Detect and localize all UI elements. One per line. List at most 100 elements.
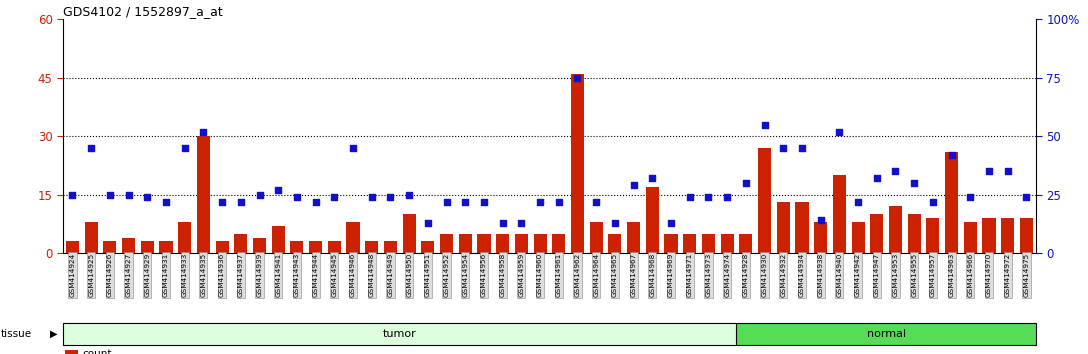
Bar [459, 234, 472, 253]
Bar [327, 241, 341, 253]
Bar [964, 222, 977, 253]
Point [64, 192, 82, 198]
Text: GSM414934: GSM414934 [799, 253, 805, 297]
Point [868, 176, 886, 181]
Point [625, 183, 642, 188]
Bar [178, 222, 191, 253]
Text: GSM414944: GSM414944 [312, 253, 319, 297]
Text: GSM414970: GSM414970 [986, 253, 992, 297]
Point [924, 199, 941, 205]
Bar [683, 234, 696, 253]
Bar [814, 222, 827, 253]
Point [419, 220, 436, 225]
Text: GSM414947: GSM414947 [874, 253, 880, 297]
Text: GSM414930: GSM414930 [762, 253, 767, 297]
Text: GSM414948: GSM414948 [369, 253, 374, 297]
Bar [290, 241, 304, 253]
Text: GSM414928: GSM414928 [743, 253, 749, 297]
Point [344, 145, 361, 151]
Text: GSM414969: GSM414969 [668, 253, 675, 297]
Text: normal: normal [866, 329, 905, 339]
Text: GSM414967: GSM414967 [631, 253, 636, 297]
Point [232, 199, 249, 205]
Text: GSM414965: GSM414965 [611, 253, 618, 297]
Bar [140, 241, 153, 253]
Bar [777, 202, 790, 253]
Text: GSM414933: GSM414933 [182, 253, 188, 297]
Bar [63, 323, 737, 345]
Point [1017, 194, 1035, 200]
Point [363, 194, 381, 200]
Text: GSM414975: GSM414975 [1024, 253, 1029, 297]
Text: GSM414946: GSM414946 [350, 253, 356, 297]
Text: GSM414966: GSM414966 [967, 253, 974, 297]
Bar [1019, 218, 1033, 253]
Point [830, 129, 848, 135]
Point [475, 199, 493, 205]
Bar [515, 234, 528, 253]
Bar [254, 238, 267, 253]
Point [588, 199, 605, 205]
Text: GSM414940: GSM414940 [837, 253, 842, 297]
Text: GSM414960: GSM414960 [537, 253, 543, 297]
Bar [346, 222, 359, 253]
Text: GSM414951: GSM414951 [424, 253, 431, 297]
Text: GSM414950: GSM414950 [406, 253, 412, 297]
Point [437, 199, 455, 205]
Bar [737, 323, 1036, 345]
Bar [421, 241, 434, 253]
Point [775, 145, 792, 151]
Bar [215, 241, 228, 253]
Text: GSM414955: GSM414955 [911, 253, 917, 297]
Bar [1001, 218, 1014, 253]
Text: GSM414932: GSM414932 [780, 253, 787, 297]
Point [980, 169, 998, 174]
Point [307, 199, 324, 205]
Bar [478, 234, 491, 253]
Point [176, 145, 194, 151]
Text: ▶: ▶ [50, 329, 58, 339]
Text: GSM414952: GSM414952 [444, 253, 449, 297]
Text: GSM414949: GSM414949 [387, 253, 394, 297]
Text: GSM414963: GSM414963 [949, 253, 954, 297]
Text: GSM414935: GSM414935 [200, 253, 207, 297]
Point [663, 220, 680, 225]
Point [101, 192, 119, 198]
Point [943, 152, 961, 158]
Point [999, 169, 1016, 174]
Text: GSM414958: GSM414958 [499, 253, 506, 297]
Bar [197, 136, 210, 253]
Point [606, 220, 623, 225]
Bar [234, 234, 247, 253]
Bar [66, 241, 79, 253]
Text: GSM414954: GSM414954 [462, 253, 468, 297]
Point [644, 176, 662, 181]
Bar [665, 234, 678, 253]
Point [512, 220, 530, 225]
Text: GSM414973: GSM414973 [705, 253, 712, 297]
Point [494, 220, 511, 225]
Text: GSM414945: GSM414945 [332, 253, 337, 297]
Point [812, 218, 829, 223]
Bar [553, 234, 566, 253]
Point [382, 194, 399, 200]
Text: GSM414937: GSM414937 [238, 253, 244, 297]
Text: GSM414941: GSM414941 [275, 253, 281, 297]
Bar [832, 175, 845, 253]
Bar [907, 214, 920, 253]
Bar [122, 238, 135, 253]
Bar [85, 222, 98, 253]
Point [793, 145, 811, 151]
Text: GSM414943: GSM414943 [294, 253, 300, 297]
Point [325, 194, 343, 200]
Bar [720, 234, 733, 253]
Text: GSM414925: GSM414925 [88, 253, 95, 297]
Point [158, 199, 175, 205]
Bar [496, 234, 509, 253]
Text: GSM414968: GSM414968 [650, 253, 655, 297]
Bar [160, 241, 173, 253]
Text: GSM414931: GSM414931 [163, 253, 169, 297]
Bar [758, 148, 771, 253]
Bar [366, 241, 379, 253]
Text: GSM414971: GSM414971 [687, 253, 693, 297]
